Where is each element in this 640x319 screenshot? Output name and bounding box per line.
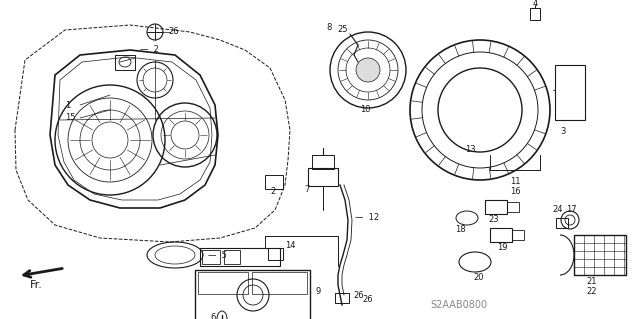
Bar — [574, 235, 626, 275]
Text: Fr.: Fr. — [30, 280, 43, 290]
Bar — [335, 293, 349, 303]
Text: 26: 26 — [362, 295, 372, 305]
Text: 16: 16 — [510, 188, 520, 197]
Text: 26: 26 — [353, 291, 364, 300]
Text: 22: 22 — [586, 287, 596, 296]
Bar — [308, 168, 338, 186]
Bar — [198, 272, 248, 294]
Text: 2: 2 — [270, 187, 275, 196]
Bar — [507, 202, 519, 212]
Text: 8: 8 — [326, 24, 332, 33]
Bar — [115, 55, 135, 70]
Text: 20: 20 — [473, 273, 483, 283]
Text: 10: 10 — [360, 106, 371, 115]
Text: 21: 21 — [586, 278, 596, 286]
Text: 7: 7 — [304, 186, 309, 195]
Text: —  5: — 5 — [208, 250, 227, 259]
Text: —  2: — 2 — [140, 46, 159, 55]
Text: 15: 15 — [65, 114, 76, 122]
Bar — [312, 155, 334, 169]
Bar — [202, 250, 220, 264]
Text: 19: 19 — [497, 242, 508, 251]
Text: 14: 14 — [285, 241, 296, 249]
Bar — [555, 65, 585, 120]
Bar — [252, 272, 307, 294]
Bar — [200, 248, 280, 266]
Text: —  12: — 12 — [355, 213, 379, 222]
Bar — [490, 228, 512, 242]
Bar — [530, 8, 540, 20]
Text: 3: 3 — [560, 128, 565, 137]
Bar — [268, 248, 283, 260]
Circle shape — [356, 58, 380, 82]
Text: 6: 6 — [211, 314, 216, 319]
Text: 24: 24 — [552, 205, 563, 214]
Text: 23: 23 — [488, 216, 499, 225]
Bar — [556, 218, 568, 228]
Text: 26: 26 — [168, 27, 179, 36]
Text: 4: 4 — [532, 0, 538, 8]
Bar — [485, 200, 507, 214]
Text: 17: 17 — [566, 205, 577, 214]
Text: 25: 25 — [337, 26, 348, 34]
Text: 1: 1 — [65, 100, 70, 109]
Text: 9: 9 — [315, 287, 320, 296]
Text: 11: 11 — [510, 177, 520, 187]
Bar — [265, 175, 283, 189]
Bar — [512, 230, 524, 240]
Bar — [195, 270, 310, 319]
Bar — [224, 250, 240, 264]
Text: 13: 13 — [465, 145, 476, 154]
Text: S2AAB0800: S2AAB0800 — [430, 300, 487, 310]
Text: 18: 18 — [455, 226, 466, 234]
